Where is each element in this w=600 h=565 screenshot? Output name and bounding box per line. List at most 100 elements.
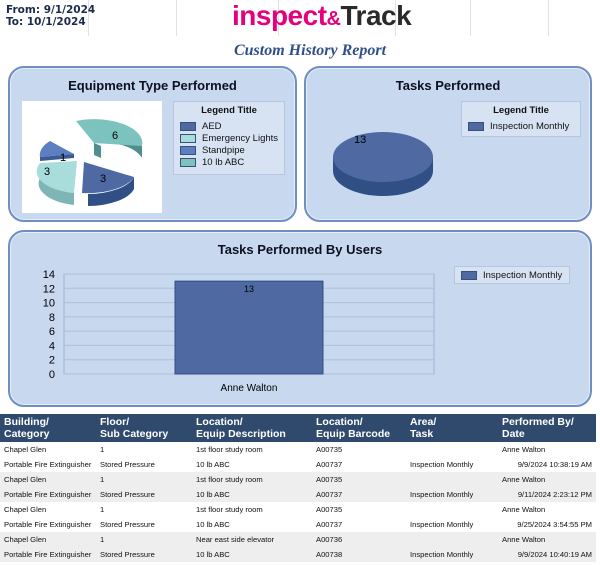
table-cell: Chapel Glen [4, 505, 47, 514]
standpipe-swatch [180, 145, 196, 155]
tasks-performed-panel: Tasks Performed 13 Legend Title Inspecti… [304, 66, 592, 222]
emergency-lights-slice [36, 161, 77, 193]
table-cell: 10 lb ABC [196, 460, 230, 469]
legend-label: Inspection Monthly [483, 269, 563, 281]
table-cell: 1 [96, 532, 192, 547]
table-cell: Chapel Glen [0, 472, 96, 487]
table-cell: Inspection Monthly [406, 547, 498, 562]
emergency-lights-swatch [180, 133, 196, 143]
standpipe-slice [39, 141, 74, 157]
table-cell: 10 lb ABC [192, 547, 312, 562]
table-cell: Inspection Monthly [406, 487, 498, 502]
table-cell: Anne Walton [498, 472, 596, 487]
aed-value-label: 3 [100, 173, 106, 185]
y-tick-label: 0 [49, 369, 55, 381]
legend-label: 10 lb ABC [202, 156, 245, 168]
table-cell [406, 472, 498, 487]
y-tick-label: 2 [49, 355, 55, 367]
table-cell: Anne Walton [502, 505, 546, 514]
table-row: Chapel Glen 1 1st floor study room A00735 An… [0, 442, 596, 457]
table-cell: Inspection Monthly [410, 520, 474, 529]
tasks-panel-title: Tasks Performed [395, 78, 501, 93]
table-row: Portable Fire Extinguisher Stored Pressur… [0, 517, 596, 532]
table-cell: Inspection Monthly [410, 460, 474, 469]
legend-label: AED [202, 120, 222, 132]
from-label: From: [6, 4, 41, 16]
table-row: Chapel Glen 1 1st floor study room A00735 An… [0, 472, 596, 487]
table-cell [406, 502, 498, 517]
users-bar-chart: 13 0 2 4 6 8 10 12 14 Anne Walton [43, 269, 435, 394]
y-tick-label: 12 [43, 283, 55, 295]
table-cell: Portable Fire Extinguisher [0, 547, 96, 562]
from-date-line: From: 9/1/2024 [6, 4, 95, 16]
table-row: Chapel Glen 1 1st floor study room A00735 An… [0, 502, 596, 517]
table-cell: Stored Pressure [100, 460, 155, 469]
legend-label: Emergency Lights [202, 132, 279, 144]
table-cell: 9/25/2024 3:54:55 PM [517, 520, 592, 529]
from-date: 9/1/2024 [43, 4, 96, 16]
table-cell [406, 532, 498, 547]
aed-swatch [180, 121, 196, 131]
equipment-pie-chart: 6 3 3 1 [36, 119, 143, 206]
table-cell: A00735 [316, 445, 343, 454]
table-cell: Anne Walton [498, 532, 596, 547]
inspection-monthly-value-label: 13 [354, 134, 366, 146]
header-location-description: Location/Equip Description [192, 414, 312, 442]
table-cell: 9/11/2024 2:23:12 PM [498, 487, 596, 502]
logo-text-track: Track [340, 0, 412, 31]
table-cell: 1st floor study room [196, 445, 263, 454]
legend-item-emergency-lights: Emergency Lights [180, 132, 284, 144]
inspection-monthly-swatch [461, 270, 477, 280]
legend-item-abc: 10 lb ABC [180, 156, 284, 168]
table-cell: A00735 [312, 472, 406, 487]
table-cell: Chapel Glen [0, 532, 96, 547]
legend-item-inspection-monthly: Inspection Monthly [461, 267, 569, 283]
table-cell: A00737 [316, 460, 343, 469]
table-cell: Chapel Glen [4, 445, 47, 454]
tasks-legend: Legend Title Inspection Monthly [461, 101, 581, 137]
table-cell: A00738 [312, 547, 406, 562]
aed-slice [82, 162, 134, 194]
table-cell: 1st floor study room [196, 505, 263, 514]
legend-item-inspection-monthly: Inspection Monthly [468, 120, 580, 132]
header-performed-by-date: Performed By/Date [498, 414, 596, 442]
equipment-type-panel: Equipment Type Performed 6 3 3 1 Legend … [8, 66, 297, 222]
y-tick-label: 10 [43, 298, 55, 310]
table-cell: Stored Pressure [100, 520, 155, 529]
legend-label: Standpipe [202, 144, 245, 156]
table-cell: 1 [96, 472, 192, 487]
to-label: To: [6, 16, 24, 28]
report-title: Custom History Report [233, 42, 387, 59]
table-row: Portable Fire Extinguisher Stored Pressur… [0, 547, 596, 562]
y-tick-label: 6 [49, 326, 55, 338]
header-building-category: Building/Category [0, 414, 96, 442]
legend-label: Inspection Monthly [490, 120, 570, 132]
aed-slice-depth [82, 166, 134, 206]
table-header-row: Building/Category Floor/Sub Category Loc… [0, 414, 596, 442]
abc-slice-side [94, 143, 101, 158]
header-floor-subcategory: Floor/Sub Category [96, 414, 192, 442]
table-cell: Stored Pressure [96, 487, 192, 502]
header-area-task: Area/Task [406, 414, 498, 442]
abc-swatch [180, 157, 196, 167]
history-table: Building/Category Floor/Sub Category Loc… [0, 414, 596, 562]
standpipe-value-label: 1 [60, 152, 66, 164]
table-cell: 1st floor study room [192, 472, 312, 487]
to-date: 10/1/2024 [26, 16, 86, 28]
inspect-track-logo: inspect&Track [232, 0, 412, 34]
equipment-legend: Legend Title AED Emergency Lights Standp… [173, 101, 285, 175]
y-tick-label: 14 [43, 269, 55, 281]
tasks-by-users-panel: Tasks Performed By Users 13 0 2 4 6 8 10 12 14 … [8, 230, 592, 407]
table-row: Portable Fire Extinguisher Stored Pressur… [0, 487, 596, 502]
table-cell: 9/9/2024 10:40:19 AM [498, 547, 596, 562]
abc-value-label: 6 [112, 130, 118, 142]
table-cell: 10 lb ABC [196, 520, 230, 529]
logo-ampersand: & [326, 8, 341, 30]
y-tick-label: 4 [49, 340, 55, 352]
abc-slice [76, 119, 143, 146]
emergency-lights-value-label: 3 [44, 166, 50, 178]
table-row: Chapel Glen 1 Near east side elevator A0073… [0, 532, 596, 547]
bar-inspection-monthly [174, 280, 324, 375]
table-cell: Near east side elevator [192, 532, 312, 547]
standpipe-slice-depth [40, 154, 74, 161]
